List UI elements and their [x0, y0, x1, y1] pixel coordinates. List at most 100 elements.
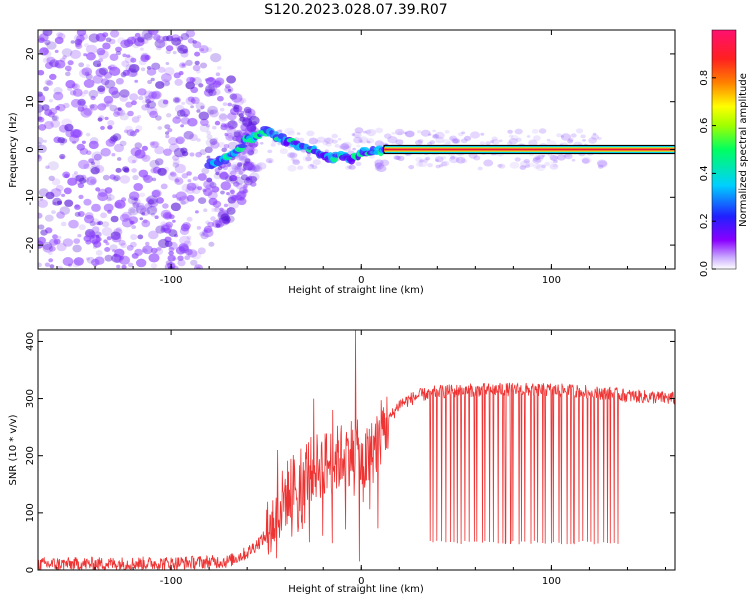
noise-blob	[128, 64, 140, 73]
noise-blob	[134, 248, 143, 256]
noise-blob	[444, 130, 450, 134]
noise-blob	[194, 60, 200, 66]
noise-blob	[76, 143, 86, 151]
noise-blob	[556, 154, 566, 161]
noise-blob	[209, 109, 219, 118]
noise-blob	[231, 164, 242, 173]
noise-blob	[233, 181, 240, 187]
noise-blob	[341, 141, 352, 149]
y-tick-label: 200	[25, 446, 36, 465]
noise-blob	[564, 153, 573, 160]
noise-blob	[323, 137, 332, 143]
noise-blob	[458, 132, 464, 137]
noise-blob	[450, 155, 456, 160]
noise-blob	[384, 133, 392, 139]
noise-blob	[114, 143, 124, 153]
noise-blob	[183, 130, 194, 140]
noise-blob	[75, 174, 85, 182]
noise-blob	[149, 110, 159, 119]
noise-blob	[38, 155, 41, 160]
noise-blob	[40, 229, 48, 236]
snr-frame	[37, 329, 676, 571]
noise-blob	[355, 161, 362, 167]
noise-blob	[57, 137, 65, 144]
noise-blob	[61, 118, 73, 128]
noise-blob	[242, 147, 252, 155]
noise-blob	[157, 167, 167, 176]
noise-blob	[203, 179, 215, 189]
noise-blob	[189, 77, 196, 83]
noise-blob	[39, 197, 44, 201]
noise-blob	[230, 107, 239, 116]
noise-blob	[72, 140, 77, 145]
noise-blob	[551, 155, 559, 162]
noise-blob	[105, 242, 110, 246]
noise-blob	[106, 236, 112, 241]
noise-blob	[556, 133, 562, 138]
noise-blob	[207, 105, 218, 115]
noise-blob	[60, 138, 68, 144]
noise-blob	[83, 53, 88, 57]
noise-blob	[63, 102, 70, 109]
noise-blob	[523, 159, 530, 164]
noise-blob	[147, 30, 159, 36]
noise-blob	[206, 109, 214, 116]
noise-blob	[287, 130, 296, 136]
noise-blob	[77, 106, 85, 112]
noise-blob	[415, 157, 423, 163]
noise-blob	[125, 125, 133, 132]
noise-blob	[287, 152, 296, 158]
noise-blob	[85, 73, 93, 80]
noise-blob	[172, 162, 180, 168]
noise-blob	[119, 213, 130, 222]
noise-blob	[169, 171, 175, 176]
noise-blob	[83, 235, 92, 242]
noise-blob	[152, 141, 160, 148]
noise-blob	[141, 145, 148, 151]
noise-blob	[200, 232, 209, 240]
noise-blob	[109, 244, 118, 251]
noise-blob	[179, 235, 191, 246]
noise-blob	[146, 67, 157, 76]
noise-blob	[75, 179, 83, 185]
noise-blob	[38, 154, 41, 158]
noise-blob	[433, 134, 438, 138]
noise-blob	[91, 203, 101, 212]
noise-blob	[366, 140, 371, 144]
noise-blob	[92, 263, 98, 267]
noise-blob	[146, 100, 157, 109]
noise-blob	[230, 170, 237, 176]
noise-blob	[143, 32, 153, 41]
noise-blob	[418, 160, 428, 168]
noise-blob	[168, 214, 175, 220]
noise-blob	[236, 154, 245, 161]
noise-blob	[233, 104, 240, 110]
noise-blob	[198, 111, 210, 121]
noise-blob	[109, 66, 121, 77]
noise-blob	[227, 102, 232, 107]
noise-blob	[218, 114, 228, 122]
noise-blob	[38, 236, 46, 244]
noise-blob	[165, 260, 172, 266]
noise-blob	[435, 159, 439, 162]
noise-blob	[127, 262, 134, 268]
noise-blob	[243, 106, 252, 114]
noise-blob	[490, 140, 495, 144]
noise-blob	[121, 264, 127, 269]
noise-blob	[571, 158, 576, 162]
noise-blob	[57, 33, 66, 40]
noise-blob	[194, 264, 203, 269]
noise-blob	[229, 194, 236, 200]
noise-blob	[165, 134, 170, 139]
noise-blob	[582, 139, 586, 142]
noise-blob	[190, 105, 195, 109]
noise-blob	[155, 81, 165, 89]
noise-blob	[338, 145, 344, 150]
noise-blob	[226, 207, 236, 215]
noise-blob	[405, 130, 415, 138]
noise-blob	[120, 72, 127, 77]
y-tick-label: 300	[25, 389, 36, 408]
noise-blob	[158, 40, 168, 48]
noise-blob	[115, 46, 122, 53]
noise-blob	[234, 165, 242, 173]
